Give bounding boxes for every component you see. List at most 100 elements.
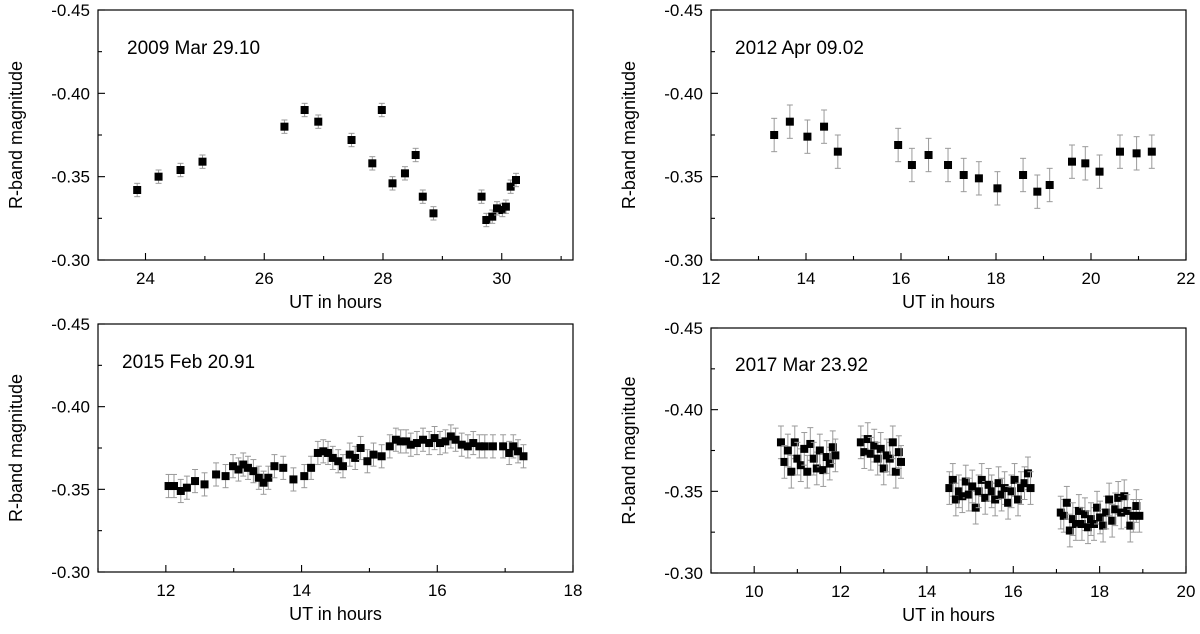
data-point <box>945 484 954 493</box>
data-point <box>457 440 466 449</box>
data-point <box>812 464 821 473</box>
data-point <box>815 446 824 455</box>
y-tick-label: -0.40 <box>664 401 703 420</box>
data-point <box>351 453 360 462</box>
data-point <box>198 157 207 166</box>
data-point <box>876 444 885 453</box>
data-point <box>176 486 185 495</box>
data-point <box>825 459 834 468</box>
data-point <box>891 467 900 476</box>
data-point <box>501 202 510 211</box>
y-axis-title: R-band magnitude <box>6 61 26 209</box>
data-point <box>993 184 1002 193</box>
data-point <box>833 147 842 156</box>
data-point <box>176 166 185 174</box>
data-point <box>234 465 243 474</box>
data-point <box>499 442 508 451</box>
data-point <box>377 106 386 114</box>
x-tick-label: 12 <box>156 581 175 600</box>
data-point <box>1004 498 1013 507</box>
y-tick-label: -0.30 <box>51 563 90 582</box>
data-point <box>400 169 409 178</box>
data-point <box>314 117 323 126</box>
panel-3: -0.45 -0.40 -0.35 -0.30 12 14 16 18 UT in hours R… <box>6 315 582 624</box>
data-point <box>924 151 933 159</box>
data-point <box>243 463 252 472</box>
panel-1: -0.45 -0.40 -0.35 -0.30 24 26 28 30 UT in hours R… <box>6 1 574 312</box>
panel-title: 2015 Feb 20.91 <box>122 352 255 373</box>
data-point <box>519 452 528 461</box>
x-tick-label: 16 <box>892 269 911 288</box>
data-point <box>1010 475 1019 484</box>
data-point <box>200 480 209 489</box>
panel-title: 2017 Mar 23.92 <box>735 355 868 376</box>
data-point <box>997 490 1006 499</box>
data-point <box>1111 505 1120 514</box>
data-point <box>1132 502 1141 511</box>
data-point <box>885 454 894 463</box>
data-point <box>860 448 869 457</box>
y-tick-label: -0.45 <box>51 315 90 334</box>
data-point <box>280 122 289 131</box>
data-point <box>356 444 365 452</box>
y-tick-label: -0.30 <box>51 251 90 270</box>
data-point <box>480 442 489 451</box>
y-tick-label: -0.35 <box>664 482 703 501</box>
data-point <box>469 439 478 448</box>
data-point <box>488 442 497 451</box>
data-point <box>1147 147 1156 156</box>
y-tick-label: -0.30 <box>664 251 703 270</box>
data-point <box>430 434 439 443</box>
data-point <box>363 457 372 466</box>
data-point <box>514 447 523 456</box>
data-point <box>1068 157 1076 166</box>
y-tick-label: -0.40 <box>51 84 90 103</box>
data-point <box>1095 167 1104 176</box>
data-point <box>977 475 986 484</box>
x-tick-label: 12 <box>702 269 721 288</box>
data-point <box>820 122 829 131</box>
data-point <box>334 457 343 466</box>
data-point <box>1123 506 1132 515</box>
x-axis-title: UT in hours <box>902 292 995 312</box>
data-point <box>388 179 397 188</box>
data-point <box>866 449 875 458</box>
data-point <box>249 467 258 476</box>
data-point <box>1033 187 1042 196</box>
data-point <box>828 443 837 452</box>
x-axis-title: UT in hours <box>289 292 382 312</box>
data-point <box>1071 520 1080 528</box>
panel-title: 2009 Mar 29.10 <box>127 38 260 59</box>
data-point <box>987 487 996 496</box>
data-point <box>506 182 515 191</box>
x-tick-label: 18 <box>564 581 583 600</box>
x-tick-label: 20 <box>1177 582 1196 601</box>
data-point <box>377 452 386 461</box>
y-tick-label: -0.35 <box>51 168 90 187</box>
data-point <box>785 117 794 126</box>
data-point <box>1080 510 1089 519</box>
data-point <box>974 487 983 496</box>
data-point <box>418 192 427 201</box>
data-point <box>968 482 977 491</box>
data-point <box>369 450 378 459</box>
data-point <box>776 438 785 447</box>
data-point <box>1099 521 1108 530</box>
y-tick-label: -0.40 <box>664 84 703 103</box>
x-tick-label: 24 <box>136 269 155 288</box>
data-point <box>1132 149 1141 158</box>
data-point <box>796 461 805 470</box>
data-point <box>1062 498 1071 507</box>
data-point <box>1108 516 1117 525</box>
data-point <box>391 435 400 444</box>
data-point <box>412 439 421 448</box>
data-point <box>441 437 450 446</box>
data-point <box>951 495 960 504</box>
data-point <box>1045 181 1054 189</box>
data-point <box>307 463 316 472</box>
data-point <box>803 467 812 476</box>
data-point <box>1117 508 1126 517</box>
x-tick-label: 18 <box>1090 582 1109 601</box>
